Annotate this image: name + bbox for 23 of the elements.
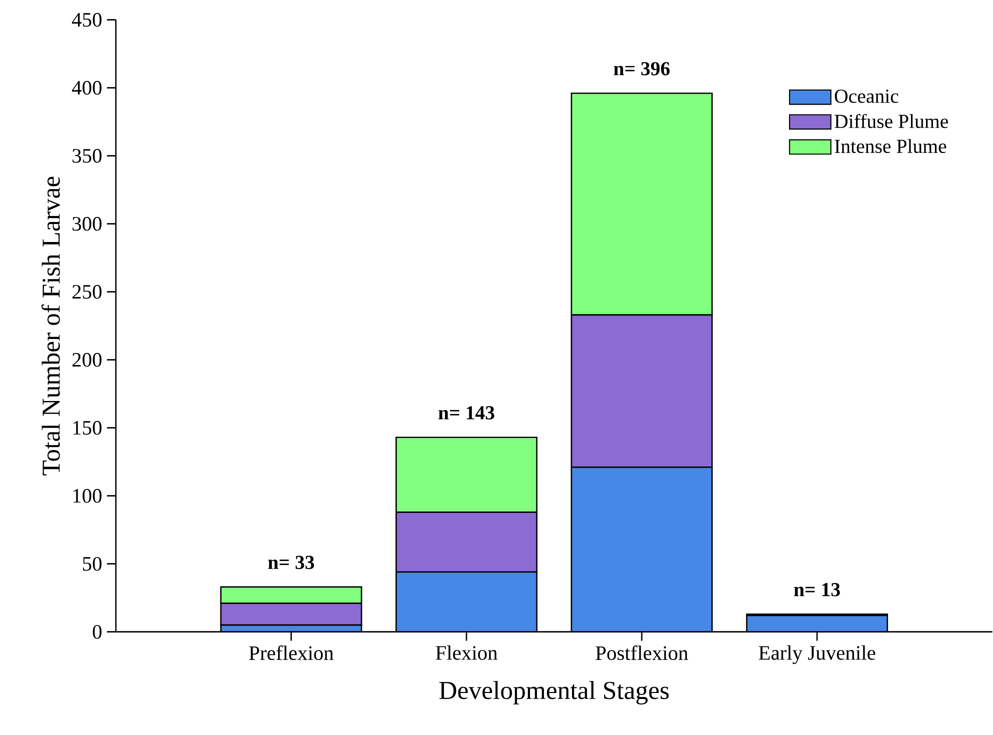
x-tick-label: Flexion	[436, 646, 498, 660]
total-label: n= 143	[438, 406, 494, 420]
y-tick-label: 350	[72, 148, 102, 163]
y-tick-label: 150	[73, 421, 102, 435]
legend-label: Intense Plume	[834, 139, 946, 154]
y-axis-title: Total Number of Fish Larvae	[42, 176, 60, 476]
legend-label: Diffuse Plume	[834, 114, 948, 128]
x-tick-label: Preflexion	[249, 646, 334, 660]
y-tick-label: 450	[72, 12, 102, 27]
x-tick-label: Early Juvenile	[758, 646, 876, 664]
y-tick-label: 200	[72, 353, 102, 367]
y-tick-label: 50	[83, 557, 102, 571]
y-tick-label: 0	[92, 625, 102, 639]
x-axis-title: Developmental Stages	[439, 681, 669, 705]
x-tick-label: Postflexion	[596, 646, 688, 660]
total-label: n= 396	[614, 62, 670, 76]
total-label: n= 13	[794, 583, 840, 596]
y-tick-label: 100	[73, 489, 102, 503]
total-label: n= 33	[268, 556, 314, 570]
legend-label: Oceanic	[834, 90, 898, 103]
y-tick-label: 400	[72, 80, 102, 95]
y-tick-label: 250	[72, 284, 102, 299]
y-tick-label: 300	[72, 216, 102, 231]
